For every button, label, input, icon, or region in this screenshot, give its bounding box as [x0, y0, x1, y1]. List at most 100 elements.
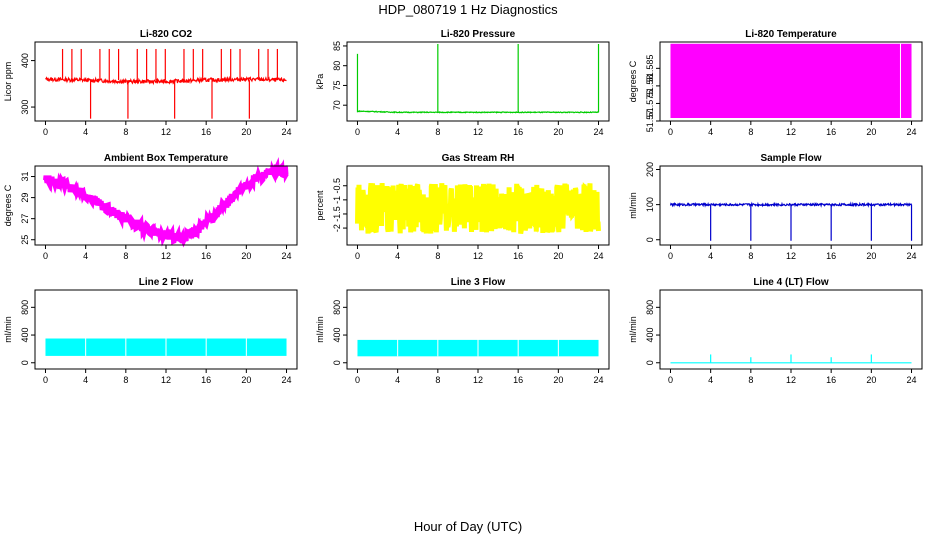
x-tick-label: 4	[708, 251, 713, 261]
series-marks	[45, 337, 287, 356]
panel-2: Li-820 Pressure kPa 0 4 8 12 16 20 24 70 75 80 85	[315, 29, 610, 137]
panel-3: Li-820 Temperature degrees C 0 4 8 12 16 20 24 51…	[628, 29, 923, 137]
x-tick-label: 4	[83, 251, 88, 261]
y-tick-label: 800	[332, 300, 342, 315]
x-tick-label: 12	[161, 375, 171, 385]
x-tick-label: 24	[907, 127, 917, 137]
y-tick-label: -2	[332, 224, 342, 232]
x-tick-label: 0	[355, 127, 360, 137]
panel-8: Line 3 Flow ml/min 0 4 8 12 16 20 24 0 400 800	[315, 277, 610, 385]
y-tick-label: 0	[20, 360, 30, 365]
y-tick-label: -0.5	[332, 178, 342, 194]
panel-title: Line 3 Flow	[451, 277, 506, 288]
series-marks	[45, 48, 287, 119]
x-tick-label: 20	[553, 127, 563, 137]
y-tick-label: 51.57	[645, 110, 655, 133]
x-tick-label: 12	[473, 127, 483, 137]
series-marks	[357, 338, 599, 357]
x-tick-label: 20	[553, 375, 563, 385]
y-tick-label: 70	[332, 100, 342, 110]
x-tick-label: 8	[748, 375, 753, 385]
x-tick-label: 16	[826, 127, 836, 137]
x-tick-label: 4	[395, 127, 400, 137]
series-marks	[356, 43, 600, 114]
x-tick-label: 0	[355, 375, 360, 385]
x-tick-label: 24	[907, 375, 917, 385]
series-fill	[670, 43, 912, 118]
x-tick-label: 0	[668, 375, 673, 385]
panel-title: Gas Stream RH	[442, 153, 515, 164]
y-tick-label: 400	[20, 53, 30, 68]
y-tick-label: 51.585	[645, 55, 655, 83]
x-tick-label: 0	[43, 127, 48, 137]
x-tick-label: 8	[748, 127, 753, 137]
x-tick-label: 16	[201, 127, 211, 137]
y-tick-label: 400	[645, 328, 655, 343]
panel-ylabel: percent	[315, 190, 325, 221]
panel-title: Li-820 CO2	[140, 29, 193, 40]
x-tick-label: 20	[241, 375, 251, 385]
series-marks	[669, 201, 913, 241]
series-line	[45, 75, 287, 86]
panel-7: Line 2 Flow ml/min 0 4 8 12 16 20 24 0 400 800	[3, 277, 298, 385]
y-tick-label: 100	[645, 197, 655, 212]
series-line	[355, 182, 601, 234]
x-tick-label: 20	[553, 251, 563, 261]
y-tick-label: -1	[332, 196, 342, 204]
series-line	[43, 157, 289, 248]
panel-ylabel: degrees C	[628, 60, 638, 102]
x-tick-label: 12	[161, 251, 171, 261]
panel-ylabel: Licor ppm	[3, 62, 13, 102]
y-tick-label: 800	[20, 300, 30, 315]
x-tick-label: 12	[786, 251, 796, 261]
y-tick-label: 85	[332, 41, 342, 51]
panel-title: Line 4 (LT) Flow	[753, 277, 829, 288]
y-tick-label: 25	[20, 235, 30, 245]
x-tick-label: 24	[282, 375, 292, 385]
x-tick-label: 0	[43, 251, 48, 261]
x-tick-label: 0	[355, 251, 360, 261]
y-tick-label: 400	[332, 328, 342, 343]
x-tick-label: 0	[668, 127, 673, 137]
panel-1: Li-820 CO2 Licor ppm 0 4 8 12 16 20 24 300 400	[3, 29, 298, 137]
series-marks	[43, 157, 289, 248]
panel-frame	[34, 289, 298, 370]
panel-title: Ambient Box Temperature	[104, 153, 229, 164]
panel-5: Gas Stream RH percent 0 4 8 12 16 20 24 -2 -1.5 -1 -…	[315, 153, 610, 261]
y-tick-label: 51.58	[645, 75, 655, 98]
x-tick-label: 20	[241, 251, 251, 261]
series-marks	[670, 354, 912, 364]
y-tick-label: 80	[332, 61, 342, 71]
x-tick-label: 20	[866, 251, 876, 261]
x-tick-label: 20	[866, 375, 876, 385]
series-marks	[355, 182, 601, 234]
panel-ylabel: kPa	[315, 74, 325, 90]
x-tick-label: 16	[513, 127, 523, 137]
x-tick-label: 4	[83, 375, 88, 385]
x-tick-label: 24	[594, 127, 604, 137]
x-tick-label: 16	[826, 251, 836, 261]
y-tick-label: 29	[20, 193, 30, 203]
panel-6: Sample Flow ml/min 0 4 8 12 16 20 24 0 100 200	[628, 153, 923, 261]
x-tick-label: 24	[594, 251, 604, 261]
figure-title: HDP_080719 1 Hz Diagnostics	[378, 2, 558, 17]
y-tick-label: -1.5	[332, 206, 342, 222]
y-tick-label: 31	[20, 172, 30, 182]
x-tick-label: 4	[708, 127, 713, 137]
panel-ylabel: degrees C	[3, 184, 13, 226]
x-tick-label: 24	[907, 251, 917, 261]
panel-ylabel: ml/min	[628, 316, 638, 343]
x-tick-label: 24	[594, 375, 604, 385]
x-tick-label: 8	[123, 375, 128, 385]
x-tick-label: 0	[43, 375, 48, 385]
panel-frame	[346, 41, 610, 122]
panel-title: Li-820 Pressure	[441, 29, 516, 40]
x-tick-label: 8	[435, 127, 440, 137]
y-tick-label: 27	[20, 214, 30, 224]
x-tick-label: 24	[282, 251, 292, 261]
x-tick-label: 12	[473, 251, 483, 261]
x-tick-label: 8	[748, 251, 753, 261]
x-tick-label: 4	[395, 251, 400, 261]
panel-9: Line 4 (LT) Flow ml/min 0 4 8 12 16 20 24 0 400 800	[628, 277, 923, 385]
x-tick-label: 20	[866, 127, 876, 137]
